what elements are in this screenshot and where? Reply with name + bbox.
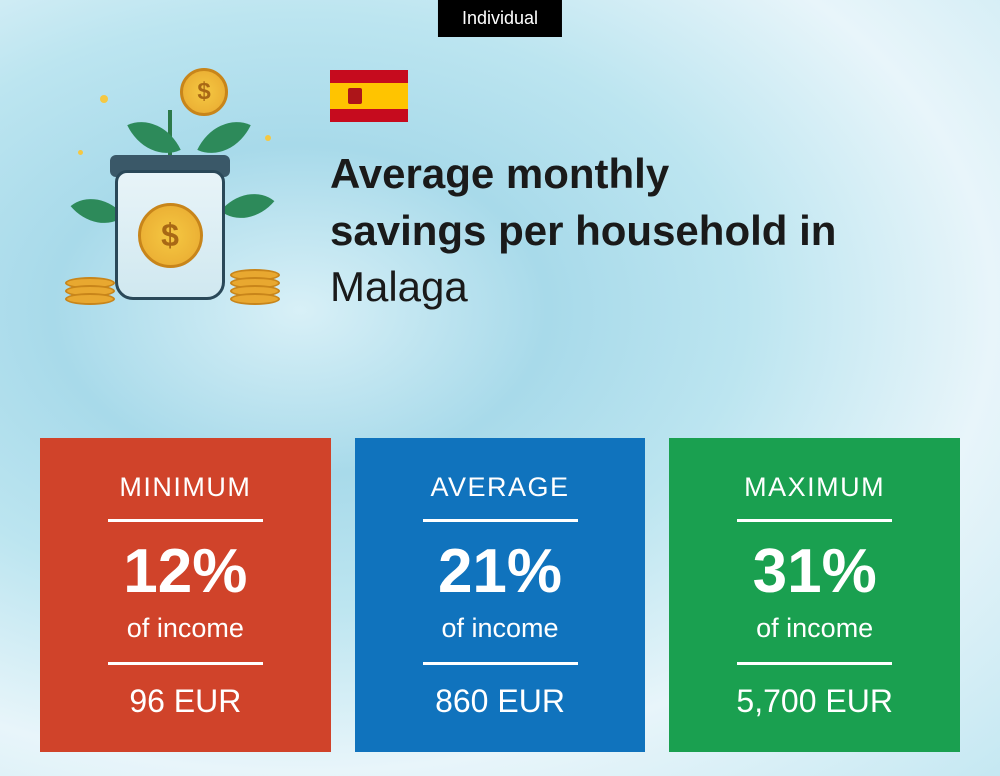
divider (423, 519, 578, 522)
stat-card-average: AVERAGE 21% of income 860 EUR (355, 438, 646, 752)
card-amount: 5,700 EUR (736, 683, 893, 720)
card-percent: 31% (753, 536, 877, 607)
coin-stack-icon (230, 273, 280, 305)
spain-flag-icon (330, 70, 408, 122)
card-subtext: of income (756, 613, 873, 644)
stat-cards-row: MINIMUM 12% of income 96 EUR AVERAGE 21%… (40, 438, 960, 752)
card-amount: 860 EUR (435, 683, 565, 720)
divider (423, 662, 578, 665)
card-label: MINIMUM (119, 472, 251, 503)
title-line1: Average monthly (330, 150, 669, 197)
header-section: $ $ Average monthly savings per househol… (40, 60, 960, 320)
divider (737, 519, 892, 522)
card-percent: 21% (438, 536, 562, 607)
stat-card-maximum: MAXIMUM 31% of income 5,700 EUR (669, 438, 960, 752)
page-title: Average monthly savings per household in… (330, 146, 960, 316)
title-block: Average monthly savings per household in… (330, 60, 960, 316)
sparkle-icon (265, 135, 271, 141)
card-amount: 96 EUR (129, 683, 241, 720)
category-badge: Individual (438, 0, 562, 37)
coin-icon: $ (180, 68, 228, 116)
title-line2: savings per household in (330, 207, 836, 254)
card-label: MAXIMUM (744, 472, 885, 503)
leaf-icon (221, 179, 275, 234)
jar-icon: $ (115, 170, 225, 300)
card-subtext: of income (441, 613, 558, 644)
savings-illustration: $ $ (40, 60, 300, 320)
card-percent: 12% (123, 536, 247, 607)
sparkle-icon (100, 95, 108, 103)
divider (108, 662, 263, 665)
coin-stack-icon (65, 281, 115, 305)
divider (108, 519, 263, 522)
divider (737, 662, 892, 665)
coin-icon: $ (138, 203, 203, 268)
card-label: AVERAGE (430, 472, 569, 503)
card-subtext: of income (127, 613, 244, 644)
title-city: Malaga (330, 263, 468, 310)
stat-card-minimum: MINIMUM 12% of income 96 EUR (40, 438, 331, 752)
sparkle-icon (78, 150, 83, 155)
